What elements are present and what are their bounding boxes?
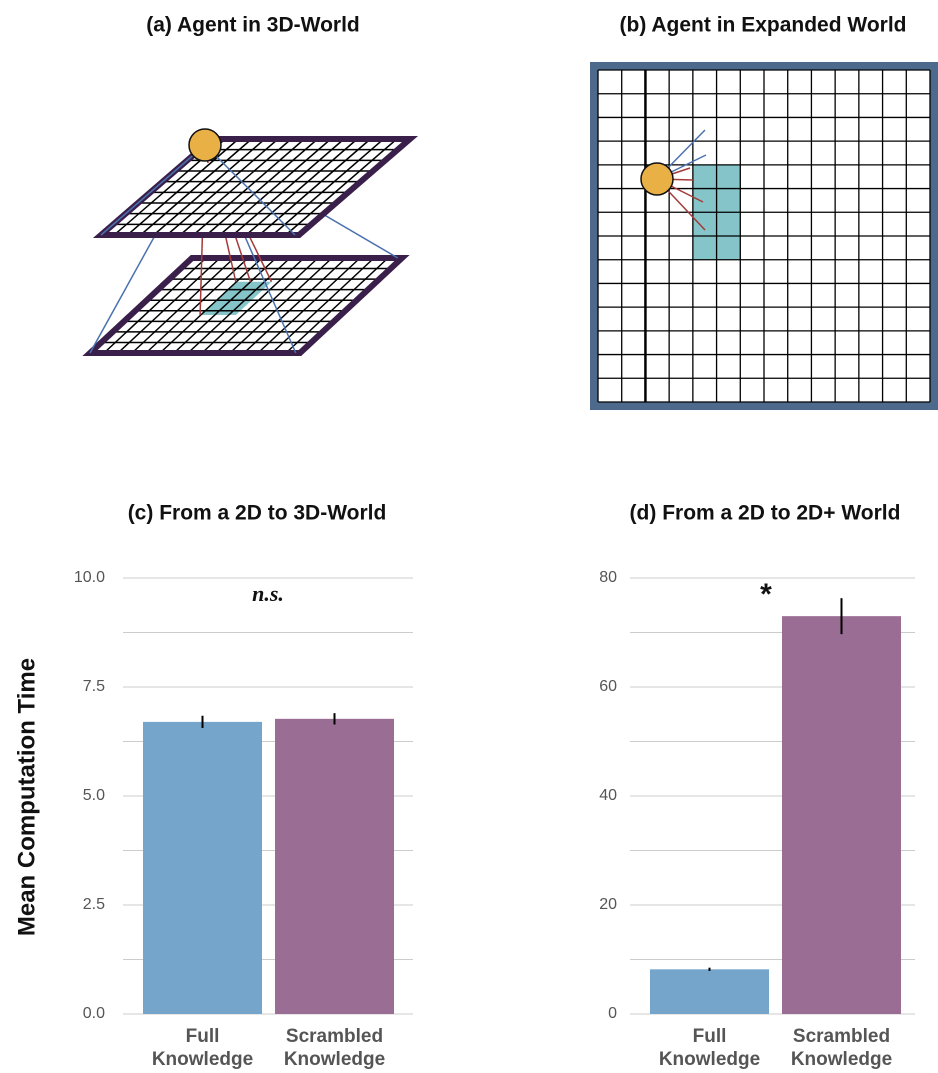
grid-line bbox=[219, 138, 332, 236]
grid-line bbox=[179, 138, 292, 236]
diagram-expanded-world bbox=[590, 62, 938, 410]
grid-line bbox=[145, 257, 249, 354]
y-tick-label: 0.0 bbox=[83, 1005, 105, 1022]
grid-line bbox=[159, 257, 263, 354]
panel-title: (b) Agent in Expanded World bbox=[620, 14, 907, 37]
grid-line bbox=[140, 138, 253, 236]
agent bbox=[640, 162, 674, 196]
y-tick-label: 20 bbox=[599, 896, 617, 913]
plane-border bbox=[82, 255, 410, 356]
grid-line bbox=[201, 257, 305, 354]
grid-line bbox=[232, 138, 345, 236]
grid-line bbox=[245, 138, 358, 236]
x-tick-label: Full Knowledge bbox=[658, 1026, 761, 1070]
sight-line bbox=[100, 144, 206, 236]
y-tick-label: 80 bbox=[599, 569, 617, 586]
grid-line bbox=[166, 138, 279, 236]
grid-line bbox=[285, 257, 389, 354]
y-tick-label: 2.5 bbox=[83, 896, 105, 913]
agent bbox=[188, 128, 222, 162]
x-tick-label: Full Knowledge bbox=[151, 1026, 254, 1070]
y-tick-label: 10.0 bbox=[74, 569, 105, 586]
bar bbox=[782, 616, 901, 1014]
x-tick-label: Scrambled Knowledge bbox=[790, 1026, 893, 1070]
grid-line bbox=[192, 138, 305, 236]
bar bbox=[650, 969, 769, 1014]
grid-line bbox=[126, 138, 239, 236]
y-tick-label: 0 bbox=[608, 1005, 617, 1022]
bar bbox=[143, 721, 262, 1014]
grid-line bbox=[258, 138, 371, 236]
grid-line bbox=[285, 138, 398, 236]
grid-line bbox=[153, 138, 266, 236]
y-axis-label: Mean Computation Time bbox=[13, 658, 40, 936]
panel-title: (a) Agent in 3D-World bbox=[146, 14, 360, 37]
grid-line bbox=[117, 257, 221, 354]
grid-line bbox=[243, 257, 347, 354]
grid-line bbox=[272, 138, 385, 236]
grid-line bbox=[257, 257, 361, 354]
y-tick-label: 40 bbox=[599, 787, 617, 804]
grid-line bbox=[131, 257, 235, 354]
x-tick-label: Scrambled Knowledge bbox=[283, 1026, 386, 1070]
bar bbox=[275, 718, 394, 1014]
grid-line bbox=[187, 257, 291, 354]
y-tick-label: 5.0 bbox=[83, 787, 105, 804]
annotation: n.s. bbox=[252, 581, 284, 606]
chart-title: (c) From a 2D to 3D-World bbox=[128, 502, 387, 525]
chart-title: (d) From a 2D to 2D+ World bbox=[630, 502, 901, 525]
y-tick-label: 60 bbox=[599, 678, 617, 695]
grid-line bbox=[206, 138, 319, 236]
grid-line bbox=[103, 257, 207, 354]
sight-line bbox=[204, 144, 296, 236]
annotation: * bbox=[760, 578, 772, 611]
y-tick-label: 7.5 bbox=[83, 678, 105, 695]
plane bbox=[101, 139, 410, 235]
grid-line bbox=[215, 257, 319, 354]
diagram-3d-world bbox=[82, 128, 419, 356]
grid-line bbox=[229, 257, 333, 354]
grid-line bbox=[173, 257, 277, 354]
